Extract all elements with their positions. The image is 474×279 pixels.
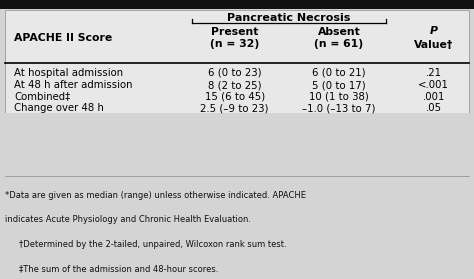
Text: 15 (6 to 45): 15 (6 to 45) [204,92,265,102]
Text: 10 (1 to 38): 10 (1 to 38) [309,92,369,102]
Text: .05: .05 [426,104,442,114]
Text: <.001: <.001 [418,80,449,90]
Text: Value†: Value† [414,40,454,50]
Text: At hospital admission: At hospital admission [14,68,123,78]
Text: ‡The sum of the admission and 48-hour scores.: ‡The sum of the admission and 48-hour sc… [19,264,219,273]
Text: .001: .001 [422,92,445,102]
Text: Pancreatic Necrosis: Pancreatic Necrosis [228,13,351,23]
Text: 5 (0 to 17): 5 (0 to 17) [312,80,366,90]
Text: 8 (2 to 25): 8 (2 to 25) [208,80,262,90]
Text: P: P [430,26,438,36]
Text: *Data are given as median (range) unless otherwise indicated. APACHE: *Data are given as median (range) unless… [5,191,306,200]
Text: indicates Acute Physiology and Chronic Health Evaluation.: indicates Acute Physiology and Chronic H… [5,215,251,224]
Text: .21: .21 [426,68,442,78]
Text: Combined‡: Combined‡ [14,92,71,102]
Text: 2.5 (–9 to 23): 2.5 (–9 to 23) [201,104,269,114]
Text: APACHE II Score: APACHE II Score [14,33,112,43]
Bar [0,0,474,9]
Text: –1.0 (–13 to 7): –1.0 (–13 to 7) [302,104,376,114]
Text: Change over 48 h: Change over 48 h [14,104,104,114]
Text: 6 (0 to 21): 6 (0 to 21) [312,68,366,78]
Text: At 48 h after admission: At 48 h after admission [14,80,133,90]
Text: Present
(n = 32): Present (n = 32) [210,27,259,49]
Text: †Determined by the 2-tailed, unpaired, Wilcoxon rank sum test.: †Determined by the 2-tailed, unpaired, W… [19,240,287,249]
Text: 6 (0 to 23): 6 (0 to 23) [208,68,262,78]
Text: Absent
(n = 61): Absent (n = 61) [314,27,364,49]
